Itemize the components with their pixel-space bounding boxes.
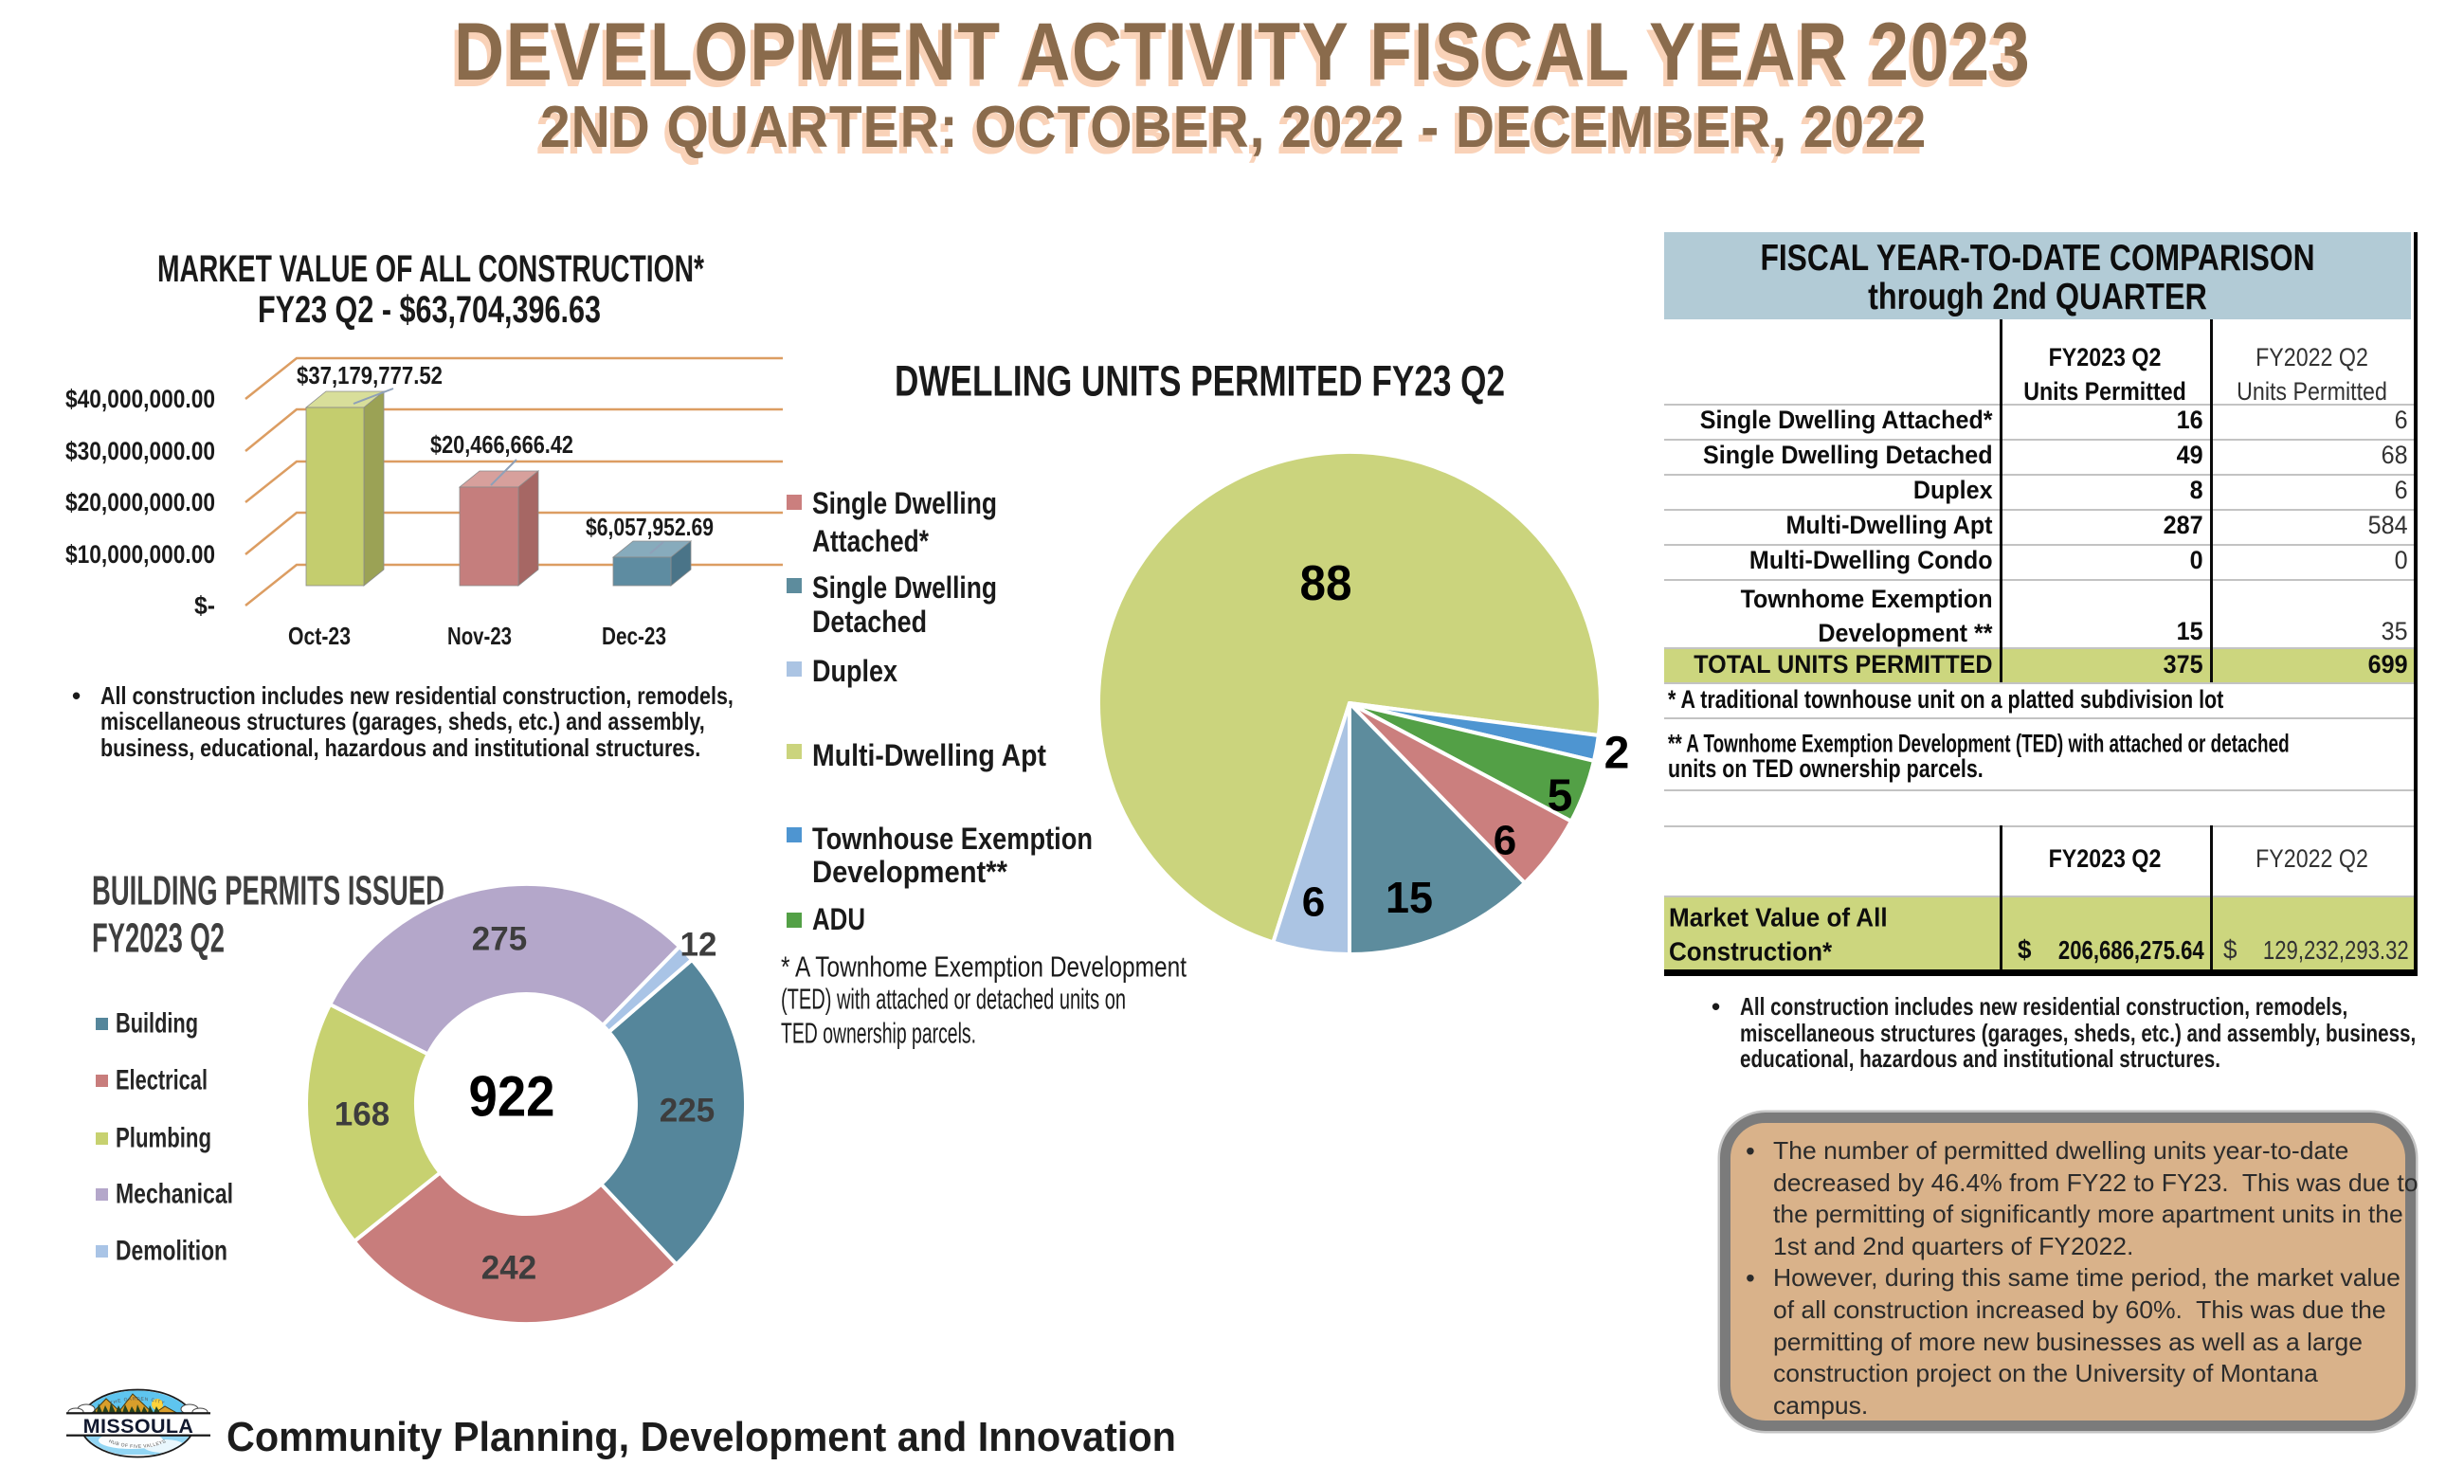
svg-text:6: 6 [1302,879,1325,926]
svg-text:HUB OF FIVE VALLEYS: HUB OF FIVE VALLEYS [108,1439,168,1450]
svg-text:242: 242 [481,1250,536,1287]
svg-text:12: 12 [680,927,717,964]
svg-text:225: 225 [660,1093,715,1130]
svg-text:$37,179,777.52: $37,179,777.52 [297,361,443,389]
svg-text:Single Dwelling: Single Dwelling [812,570,997,605]
svg-text:922: 922 [469,1065,555,1129]
svg-text:Mechanical: Mechanical [116,1179,233,1210]
svg-text:275: 275 [472,921,527,958]
svg-text:Duplex: Duplex [812,654,897,688]
svg-text:Dec-23: Dec-23 [602,622,666,650]
svg-text:Building: Building [116,1008,198,1040]
svg-text:Detached: Detached [812,605,927,639]
svg-text:Multi-Dwelling Apt: Multi-Dwelling Apt [812,738,1046,772]
svg-text:FY23 Q2 - $63,704,396.63: FY23 Q2 - $63,704,396.63 [258,289,601,331]
svg-text:Attached*: Attached* [812,524,929,558]
svg-text:$10,000,000.00: $10,000,000.00 [65,540,215,569]
svg-text:MISSOULA: MISSOULA [83,1415,194,1438]
svg-text:(TED) with attached or detache: (TED) with attached or detached units on [781,983,1126,1016]
svg-text:168: 168 [335,1096,390,1133]
svg-text:$20,466,666.42: $20,466,666.42 [430,430,573,459]
svg-text:MARKET VALUE OF ALL CONSTRUCTI: MARKET VALUE OF ALL CONSTRUCTION* [157,248,704,290]
svg-text:TED ownership parcels.: TED ownership parcels. [781,1017,976,1050]
svg-text:Nov-23: Nov-23 [447,622,512,650]
svg-text:FY2023 Q2: FY2023 Q2 [92,915,225,962]
svg-text:THE GARDEN CITY: THE GARDEN CITY [109,1397,165,1407]
svg-text:Electrical: Electrical [116,1065,208,1096]
svg-text:Demolition: Demolition [116,1236,227,1267]
svg-text:DWELLING UNITS PERMITED FY23 Q: DWELLING UNITS PERMITED FY23 Q2 [895,360,1505,406]
svg-text:$-: $- [194,591,215,620]
svg-text:5: 5 [1548,771,1573,822]
svg-text:$6,057,952.69: $6,057,952.69 [586,513,714,541]
svg-text:$30,000,000.00: $30,000,000.00 [65,437,215,465]
svg-text:15: 15 [1386,873,1433,922]
svg-text:Single Dwelling: Single Dwelling [812,486,997,520]
svg-text:ADU: ADU [812,902,865,936]
svg-text:88: 88 [1300,556,1352,611]
svg-text:Development**: Development** [812,855,1007,889]
svg-text:$40,000,000.00: $40,000,000.00 [65,385,215,413]
svg-text:2: 2 [1604,729,1630,779]
svg-text:$20,000,000.00: $20,000,000.00 [65,488,215,516]
svg-text:Townhouse Exemption: Townhouse Exemption [812,822,1093,856]
svg-text:Plumbing: Plumbing [116,1123,211,1154]
svg-text:6: 6 [1494,818,1516,864]
svg-text:* A Townhome Exemption Develop: * A Townhome Exemption Development [781,950,1187,984]
svg-text:Oct-23: Oct-23 [288,622,351,650]
svg-text:BUILDING PERMITS ISSUED: BUILDING PERMITS ISSUED [92,868,444,914]
